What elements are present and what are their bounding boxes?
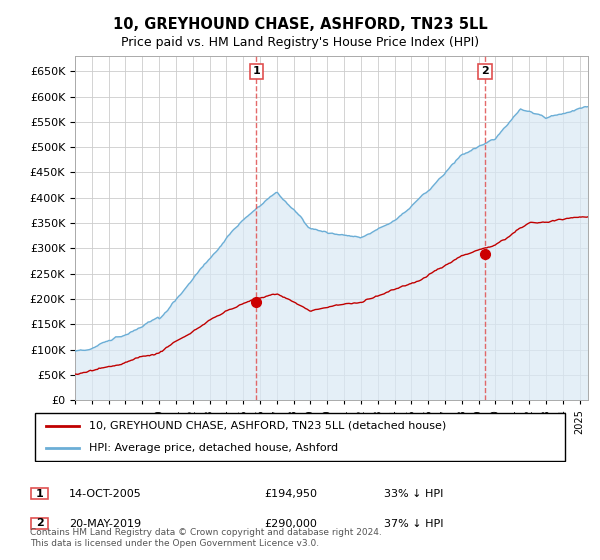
Text: £194,950: £194,950 [264,489,317,499]
FancyBboxPatch shape [35,413,565,461]
Text: 33% ↓ HPI: 33% ↓ HPI [384,489,443,499]
Text: Price paid vs. HM Land Registry's House Price Index (HPI): Price paid vs. HM Land Registry's House … [121,36,479,49]
FancyBboxPatch shape [31,517,48,529]
Text: HPI: Average price, detached house, Ashford: HPI: Average price, detached house, Ashf… [89,443,338,453]
Text: Contains HM Land Registry data © Crown copyright and database right 2024.
This d: Contains HM Land Registry data © Crown c… [30,528,382,548]
Text: 14-OCT-2005: 14-OCT-2005 [69,489,142,499]
Text: 10, GREYHOUND CHASE, ASHFORD, TN23 5LL (detached house): 10, GREYHOUND CHASE, ASHFORD, TN23 5LL (… [89,421,446,431]
Text: 10, GREYHOUND CHASE, ASHFORD, TN23 5LL: 10, GREYHOUND CHASE, ASHFORD, TN23 5LL [113,17,487,32]
Text: 20-MAY-2019: 20-MAY-2019 [69,519,141,529]
Text: £290,000: £290,000 [264,519,317,529]
Text: 37% ↓ HPI: 37% ↓ HPI [384,519,443,529]
Text: 2: 2 [36,519,43,528]
Text: 2: 2 [481,67,489,77]
Text: 1: 1 [36,489,43,498]
Text: 1: 1 [253,67,260,77]
FancyBboxPatch shape [31,488,48,500]
